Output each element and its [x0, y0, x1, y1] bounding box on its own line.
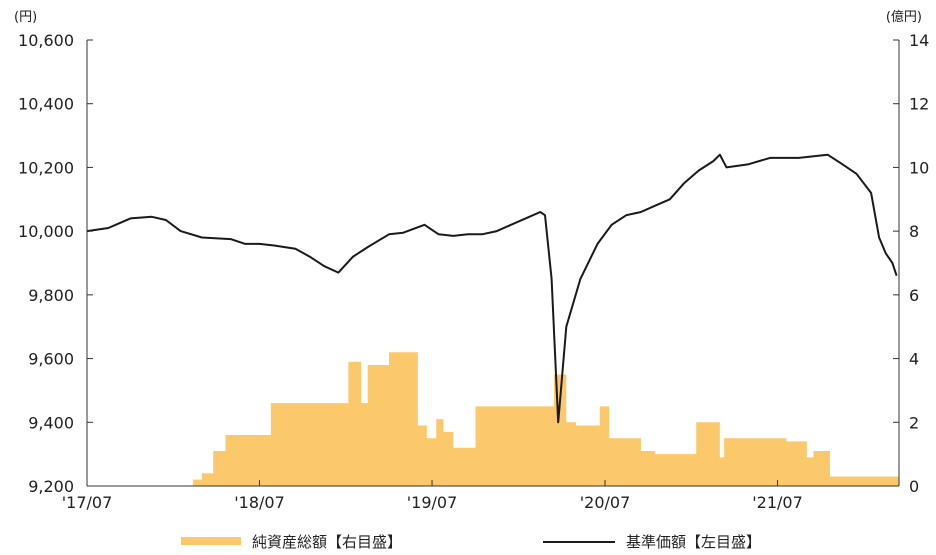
right-tick-label: 8: [909, 222, 919, 241]
left-tick-label: 9,800: [28, 286, 74, 305]
x-tick-label: '18/07: [234, 493, 285, 512]
left-tick-label: 10,600: [18, 31, 74, 50]
left-axis-ticks: 9,200 9,400 9,600 9,800 10,000 10,200 10,400 10…: [18, 31, 93, 496]
right-tick-label: 10: [909, 158, 929, 177]
left-tick-label: 9,400: [28, 413, 74, 432]
left-tick-label: 10,400: [18, 95, 74, 114]
legend-label-nav: 基準価額【左目盛】: [626, 533, 761, 551]
net-assets-series: [192, 352, 899, 486]
legend-swatch-net-assets: [181, 537, 241, 545]
axes: [86, 40, 900, 487]
net-assets-area: [192, 352, 899, 486]
right-tick-label: 14: [909, 31, 929, 50]
nav-line: [86, 153, 898, 424]
nav-series: [86, 153, 898, 424]
x-tick-label: '21/07: [752, 493, 803, 512]
x-tick-label: '17/07: [62, 493, 113, 512]
x-tick-label: '19/07: [407, 493, 458, 512]
right-tick-label: 4: [909, 350, 919, 369]
left-tick-label: 9,600: [28, 350, 74, 369]
left-tick-label: 10,200: [18, 158, 74, 177]
right-tick-label: 0: [909, 477, 919, 496]
legend-label-net-assets: 純資産総額【右目盛】: [252, 533, 402, 551]
left-tick-label: 9,200: [28, 477, 74, 496]
x-axis-ticks: '17/07 '18/07 '19/07 '20/07 '21/07: [62, 480, 803, 512]
x-tick-label: '20/07: [580, 493, 631, 512]
left-axis-unit: (円): [14, 10, 37, 25]
right-tick-label: 2: [909, 413, 919, 432]
right-axis-unit: (億円): [886, 9, 922, 25]
right-tick-label: 6: [909, 286, 919, 305]
right-axis-ticks: 0 2 4 6 8 10 12 14: [893, 31, 929, 496]
right-tick-label: 12: [909, 95, 929, 114]
left-tick-label: 10,000: [18, 222, 74, 241]
legend: 純資産総額【右目盛】 基準価額【左目盛】: [181, 533, 761, 551]
